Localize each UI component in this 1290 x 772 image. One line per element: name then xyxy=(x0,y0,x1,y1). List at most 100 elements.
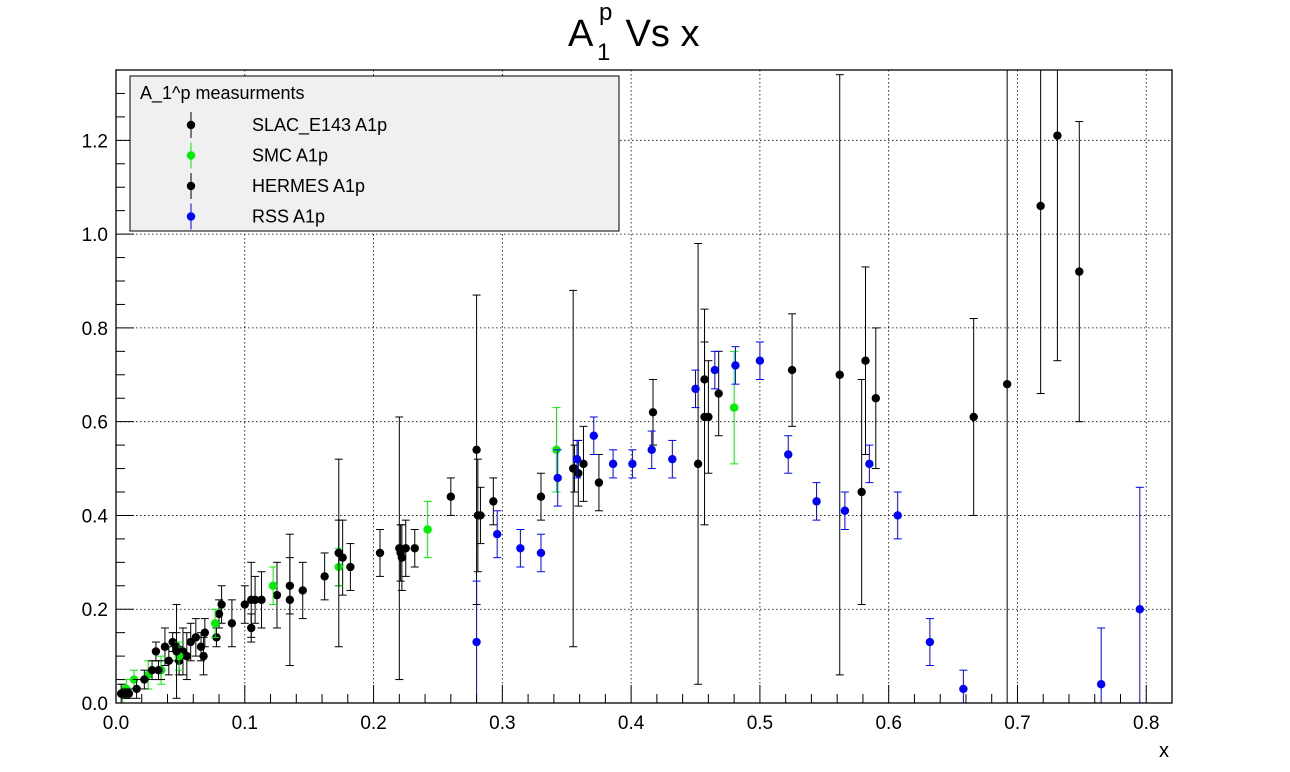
marker xyxy=(787,365,797,375)
x-tick-label: 0.6 xyxy=(875,713,901,734)
marker xyxy=(1075,267,1084,276)
data-point xyxy=(199,636,208,676)
data-point xyxy=(257,571,266,629)
marker xyxy=(784,450,793,459)
marker xyxy=(285,595,295,605)
data-point xyxy=(668,439,677,479)
data-point xyxy=(154,660,163,681)
data-point xyxy=(536,472,546,521)
data-point xyxy=(536,533,546,573)
marker xyxy=(714,389,723,398)
data-point xyxy=(1053,70,1062,362)
marker xyxy=(164,656,173,665)
series-1 xyxy=(118,350,739,703)
data-point xyxy=(489,477,498,526)
data-point xyxy=(172,604,181,699)
data-point xyxy=(338,519,347,596)
data-point xyxy=(396,524,405,582)
axes: 0.0 0.1 0.2 0.3 0.4 0.5 0.6 0.7 0.8 0.0 0.2 0.4 0.6 0… xyxy=(82,69,1173,734)
series-0 xyxy=(151,313,881,681)
marker xyxy=(124,689,134,698)
marker xyxy=(182,651,192,661)
x-tick-label: 0.3 xyxy=(489,713,515,734)
legend-marker xyxy=(186,120,196,130)
marker xyxy=(1135,605,1145,614)
legend: A_1^p measurments SLAC_E143 A1p SMC A1p HE… xyxy=(129,75,620,232)
marker xyxy=(140,675,149,684)
data-point xyxy=(472,580,481,703)
data-point xyxy=(787,313,797,427)
x-tick-label: 0.8 xyxy=(1133,713,1159,734)
data-point xyxy=(1135,486,1145,703)
data-point xyxy=(132,679,141,699)
legend-entries: SLAC_E143 A1p SMC A1p HERMES A1p RSS A1p xyxy=(186,112,387,230)
data-point xyxy=(124,688,134,699)
marker xyxy=(729,403,739,412)
marker xyxy=(1096,680,1106,689)
marker xyxy=(857,487,866,497)
data-point xyxy=(608,449,618,479)
data-point xyxy=(210,608,220,638)
marker xyxy=(132,684,141,694)
data-point xyxy=(812,482,821,521)
data-point xyxy=(865,444,874,484)
data-point xyxy=(147,660,157,681)
marker xyxy=(925,637,935,647)
data-point xyxy=(191,618,201,657)
data-point xyxy=(240,585,249,624)
marker xyxy=(812,497,821,506)
marker xyxy=(572,454,582,464)
data-point xyxy=(397,524,407,591)
data-point xyxy=(143,660,153,690)
legend-label: SLAC_E143 A1p xyxy=(252,115,387,136)
data-point xyxy=(410,529,419,568)
series-2 xyxy=(116,70,1084,703)
marker xyxy=(334,548,343,558)
marker xyxy=(147,665,157,675)
data-point xyxy=(710,350,720,390)
marker xyxy=(200,628,210,637)
data-point xyxy=(140,669,149,690)
data-point xyxy=(729,350,739,465)
data-point xyxy=(1036,70,1045,395)
marker xyxy=(401,544,410,553)
marker xyxy=(700,412,709,422)
marker xyxy=(247,595,256,605)
data-point xyxy=(784,435,793,474)
plot-frame xyxy=(115,69,1173,704)
legend-entry: SMC A1p xyxy=(186,142,328,169)
data-point xyxy=(320,552,329,601)
data-point xyxy=(969,318,978,516)
marker xyxy=(489,497,498,506)
data-point xyxy=(589,416,598,455)
data-point xyxy=(553,449,562,507)
legend-label: SMC A1p xyxy=(252,146,328,166)
marker xyxy=(693,459,703,469)
data-point xyxy=(574,439,583,507)
chart-title-sub: 1 xyxy=(597,39,610,66)
marker xyxy=(536,492,546,501)
x-tick-label: 0.1 xyxy=(232,713,258,734)
marker xyxy=(492,530,502,539)
marker xyxy=(172,647,181,656)
marker xyxy=(227,619,237,628)
legend-marker xyxy=(186,151,196,160)
marker xyxy=(375,548,385,558)
legend-label: RSS A1p xyxy=(252,207,325,227)
marker xyxy=(579,459,588,469)
legend-label: HERMES A1p xyxy=(252,176,365,196)
marker xyxy=(1053,131,1062,140)
marker xyxy=(691,384,700,394)
data-point xyxy=(594,453,604,512)
data-point xyxy=(840,491,850,531)
marker xyxy=(893,511,902,520)
x-axis-label: x xyxy=(1159,740,1169,762)
legend-box xyxy=(129,75,620,232)
data-point xyxy=(693,242,703,685)
data-point xyxy=(1075,121,1084,423)
marker xyxy=(861,356,870,365)
y-tick-label: 0.2 xyxy=(82,600,108,621)
marker xyxy=(151,647,161,656)
data-point xyxy=(472,294,481,606)
x-tick-label: 0.0 xyxy=(103,713,129,734)
